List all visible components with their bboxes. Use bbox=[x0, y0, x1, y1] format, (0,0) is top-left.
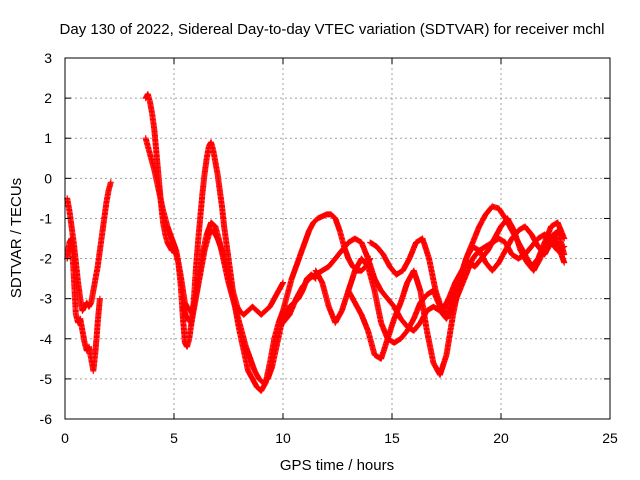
y-tick-label: -1 bbox=[40, 210, 53, 226]
series-segment-i bbox=[367, 215, 568, 314]
y-tick-label: 1 bbox=[44, 130, 52, 146]
marker-points bbox=[367, 215, 568, 314]
x-tick-label: 25 bbox=[602, 430, 618, 446]
y-tick-label: -5 bbox=[40, 371, 53, 387]
series-segment-a bbox=[64, 179, 114, 314]
y-tick-label: -4 bbox=[40, 331, 53, 347]
y-tick-label: 2 bbox=[44, 90, 52, 106]
marker-points bbox=[179, 211, 374, 394]
y-tick-label: 0 bbox=[44, 170, 52, 186]
data-points bbox=[64, 91, 568, 394]
x-tick-label: 20 bbox=[493, 430, 509, 446]
x-tick-label: 15 bbox=[384, 430, 400, 446]
x-axis-title: GPS time / hours bbox=[280, 457, 394, 474]
y-tick-label: -3 bbox=[40, 291, 53, 307]
series-segment-d bbox=[142, 135, 319, 386]
series-segment-c bbox=[142, 91, 286, 350]
x-tick-labels: 0 5 10 15 20 25 bbox=[61, 430, 618, 446]
marker-points bbox=[345, 203, 568, 378]
y-tick-label: -6 bbox=[40, 411, 53, 427]
axis-ticks bbox=[64, 57, 611, 420]
series-segment-h bbox=[345, 203, 568, 378]
y-tick-label: 3 bbox=[44, 50, 52, 66]
x-tick-label: 10 bbox=[275, 430, 291, 446]
series-segment-e bbox=[179, 211, 374, 394]
y-tick-label: -2 bbox=[40, 251, 53, 267]
x-tick-label: 5 bbox=[170, 430, 178, 446]
x-tick-label: 0 bbox=[61, 430, 69, 446]
gridlines bbox=[65, 58, 610, 419]
y-tick-labels: -6 -5 -4 -3 -2 -1 0 1 2 3 bbox=[40, 50, 53, 427]
marker-points bbox=[64, 179, 114, 314]
y-axis-title: SDTVAR / TECUs bbox=[8, 178, 25, 298]
marker-points bbox=[142, 135, 319, 386]
marker-points bbox=[142, 91, 286, 350]
chart-title: Day 130 of 2022, Sidereal Day-to-day VTE… bbox=[60, 21, 605, 38]
plot-frame bbox=[64, 57, 611, 420]
